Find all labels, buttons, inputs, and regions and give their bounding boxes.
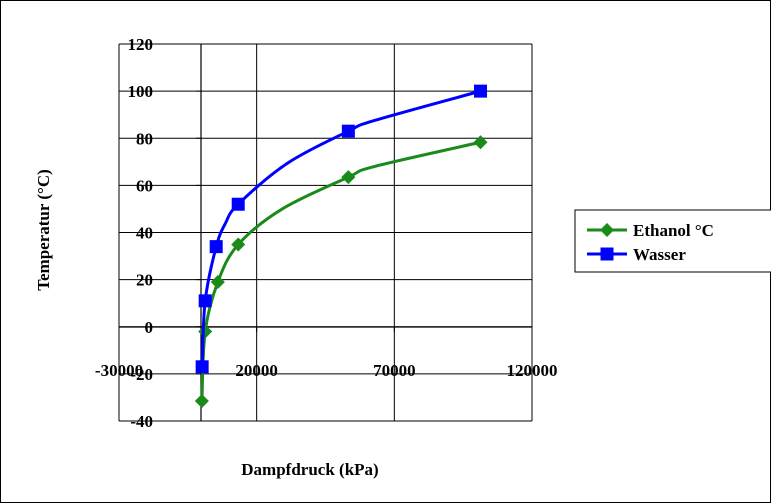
- data-point: [209, 240, 223, 254]
- y-tick-label: 120: [128, 35, 154, 54]
- data-point: [473, 135, 488, 150]
- legend-item: Wasser: [587, 245, 686, 264]
- y-tick-label: 80: [136, 129, 153, 148]
- data-point: [341, 124, 355, 138]
- x-tick-label: 70000: [373, 361, 416, 380]
- series-ethanol: [194, 135, 488, 408]
- legend-marker: [600, 223, 614, 237]
- legend-label: Wasser: [633, 245, 686, 264]
- data-point: [194, 393, 209, 408]
- data-point: [474, 84, 488, 98]
- y-tick-label: 0: [145, 318, 154, 337]
- x-axis-title: Dampfdruck (kPa): [241, 460, 378, 479]
- data-point: [231, 197, 245, 211]
- series-wasser: [195, 84, 488, 374]
- data-point: [231, 237, 246, 252]
- legend: Ethanol °C Wasser: [574, 209, 771, 273]
- data-point: [195, 360, 209, 374]
- y-axis-title: Temperatur (°C): [34, 169, 53, 291]
- legend-marker: [600, 247, 614, 261]
- data-point: [341, 170, 356, 185]
- y-tick-label: -40: [130, 412, 153, 431]
- y-tick-label: -20: [130, 365, 153, 384]
- x-tick-label: 20000: [235, 361, 278, 380]
- x-tick-label: 120000: [507, 361, 558, 380]
- tick-labels: -40 -20 0 20 40 60 80 100 120 -30000 20000 70000 120…: [95, 35, 558, 431]
- y-tick-label: 40: [136, 224, 153, 243]
- x-tick-label: -30000: [95, 361, 143, 380]
- y-tick-label: 20: [136, 271, 153, 290]
- legend-item: Ethanol °C: [587, 221, 714, 240]
- legend-label: Ethanol °C: [633, 221, 714, 240]
- y-tick-label: 60: [136, 176, 153, 195]
- legend-box: [574, 209, 771, 273]
- series-group: [194, 84, 488, 408]
- data-point: [210, 274, 225, 289]
- y-tick-label: 100: [128, 82, 154, 101]
- data-point: [198, 294, 212, 308]
